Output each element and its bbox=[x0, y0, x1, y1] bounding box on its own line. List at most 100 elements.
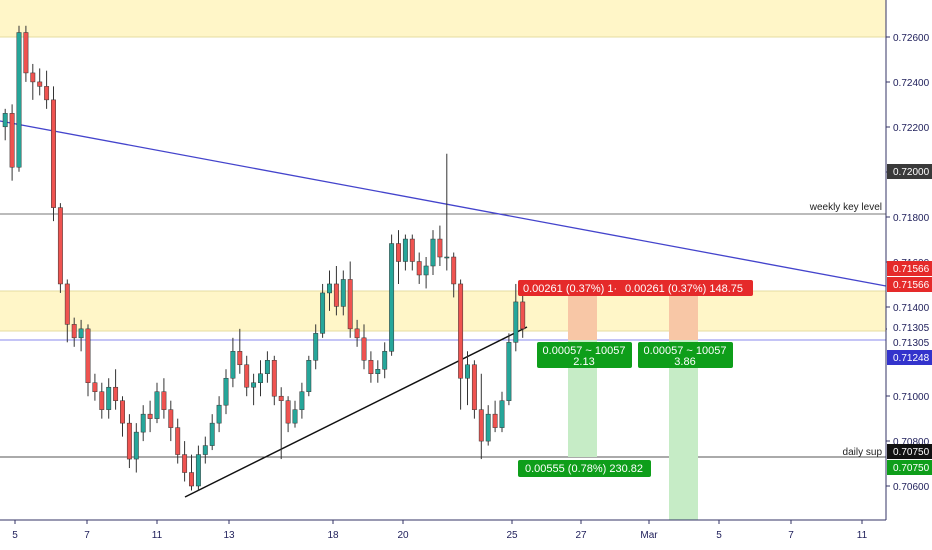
time-tick-label: 7 bbox=[84, 530, 90, 541]
candle-body bbox=[285, 400, 291, 424]
price-tick-label: 0.72400 bbox=[893, 78, 930, 89]
candle-body bbox=[230, 351, 236, 379]
candle-body bbox=[140, 413, 146, 433]
candle-body bbox=[251, 382, 257, 388]
candle-body bbox=[485, 413, 491, 442]
time-tick-label: 5 bbox=[716, 530, 722, 541]
candle-body bbox=[320, 292, 326, 334]
svg-text:0.00555 (0.78%) 230.82: 0.00555 (0.78%) 230.82 bbox=[525, 463, 643, 475]
price-label-70750-a: 0.70750 bbox=[887, 444, 932, 459]
price-tick-label: 0.71800 bbox=[893, 213, 930, 224]
candle-body bbox=[375, 369, 381, 375]
profit-zone-2 bbox=[669, 340, 698, 525]
price-tick-label: 0.71400 bbox=[893, 303, 930, 314]
time-tick-label: 11 bbox=[152, 530, 163, 541]
candle-body bbox=[23, 32, 29, 74]
candle-body bbox=[437, 238, 443, 258]
target-label-2: 0.00057 ~ 10057 3.86 bbox=[638, 342, 733, 368]
loss-zone-2 bbox=[669, 291, 698, 340]
candle-body bbox=[513, 301, 519, 343]
svg-text:0.00261 (0.37%) 148.75: 0.00261 (0.37%) 148.75 bbox=[625, 283, 743, 295]
svg-text:0.71566: 0.71566 bbox=[893, 264, 930, 275]
candle-body bbox=[120, 400, 125, 424]
candle-body bbox=[147, 413, 153, 419]
time-tick-label: Mar bbox=[640, 530, 658, 541]
time-axis[interactable] bbox=[0, 520, 932, 550]
time-tick-label: 11 bbox=[857, 530, 868, 541]
candle-body bbox=[458, 283, 464, 379]
price-label-70750-b: 0.70750 bbox=[887, 460, 932, 475]
candle-body bbox=[51, 99, 56, 208]
price-axis[interactable] bbox=[886, 0, 932, 520]
price-label-71248: 0.71248 bbox=[887, 350, 932, 365]
candle-body bbox=[99, 391, 105, 410]
loss-label: 0.00261 (0.37%) 1· 0.00261 (0.37%) 148.7… bbox=[518, 280, 753, 296]
candle-body bbox=[520, 301, 526, 330]
profit-label: 0.00555 (0.78%) 230.82 bbox=[518, 460, 651, 477]
candle-body bbox=[237, 351, 243, 366]
svg-text:3.86: 3.86 bbox=[674, 356, 695, 368]
candlestick-series bbox=[2, 25, 526, 491]
candle-body bbox=[492, 413, 498, 428]
candle-body bbox=[92, 382, 98, 392]
price-label-71566-a: 0.71566 bbox=[887, 261, 932, 276]
time-tick-label: 7 bbox=[788, 530, 794, 541]
candle-body bbox=[306, 360, 312, 392]
supply-demand-zone bbox=[0, 291, 886, 331]
candle-body bbox=[133, 431, 139, 460]
price-label-71305-b: 0.71305 bbox=[887, 335, 932, 349]
price-label-71566-b: 0.71566 bbox=[887, 277, 932, 292]
target-label-1: 0.00057 ~ 10057 2.13 bbox=[537, 342, 632, 368]
candle-body bbox=[430, 238, 436, 267]
candle-body bbox=[37, 81, 43, 87]
candle-body bbox=[30, 72, 36, 83]
candle-body bbox=[85, 328, 91, 383]
candle-body bbox=[478, 409, 484, 442]
candle-body bbox=[195, 454, 201, 487]
candle-body bbox=[451, 256, 457, 285]
candle-body bbox=[313, 333, 319, 361]
candle-body bbox=[154, 391, 160, 419]
candle-body bbox=[168, 409, 174, 428]
time-tick-label: 27 bbox=[575, 530, 587, 541]
candle-body bbox=[2, 113, 8, 128]
price-label-71305-a: 0.71305 bbox=[887, 320, 932, 334]
svg-text:0.00261 (0.37%) 1·: 0.00261 (0.37%) 1· bbox=[523, 283, 617, 295]
candle-body bbox=[333, 283, 339, 307]
candle-body bbox=[126, 422, 132, 460]
svg-text:0.00057 ~ 10057: 0.00057 ~ 10057 bbox=[644, 345, 727, 357]
candle-body bbox=[499, 400, 505, 428]
price-tick-label: 0.72200 bbox=[893, 123, 930, 134]
candle-body bbox=[175, 427, 181, 455]
svg-text:0.71305: 0.71305 bbox=[893, 323, 930, 334]
candle-body bbox=[471, 364, 477, 410]
candle-body bbox=[292, 409, 298, 424]
candle-body bbox=[202, 445, 208, 455]
candle-body bbox=[368, 360, 374, 374]
ascending-trendline[interactable] bbox=[184, 326, 528, 498]
candle-body bbox=[506, 342, 512, 401]
candle-body bbox=[382, 351, 388, 370]
candle-body bbox=[423, 265, 429, 276]
candle-body bbox=[216, 404, 222, 424]
candle-body bbox=[71, 324, 77, 339]
descending-trendline[interactable] bbox=[0, 120, 887, 287]
candle-body bbox=[444, 256, 450, 259]
price-tick-label: 0.70600 bbox=[893, 482, 930, 493]
price-tick-label: 0.71000 bbox=[893, 392, 930, 403]
candle-body bbox=[189, 472, 194, 487]
candle-body bbox=[244, 364, 250, 388]
svg-text:0.00057 ~ 10057: 0.00057 ~ 10057 bbox=[543, 345, 626, 357]
candle-body bbox=[361, 337, 367, 361]
price-tick-label: 0.72600 bbox=[893, 33, 930, 44]
time-tick-label: 20 bbox=[397, 530, 409, 541]
candle-body bbox=[340, 279, 346, 307]
candle-body bbox=[106, 386, 112, 410]
candle-body bbox=[161, 391, 167, 410]
candle-body bbox=[113, 386, 119, 401]
svg-text:0.71305: 0.71305 bbox=[893, 338, 930, 349]
candle-body bbox=[16, 32, 22, 168]
svg-text:0.71566: 0.71566 bbox=[893, 280, 930, 291]
time-axis-ticks: 5 7 11 13 18 20 25 27 Mar 5 7 11 bbox=[12, 520, 868, 541]
